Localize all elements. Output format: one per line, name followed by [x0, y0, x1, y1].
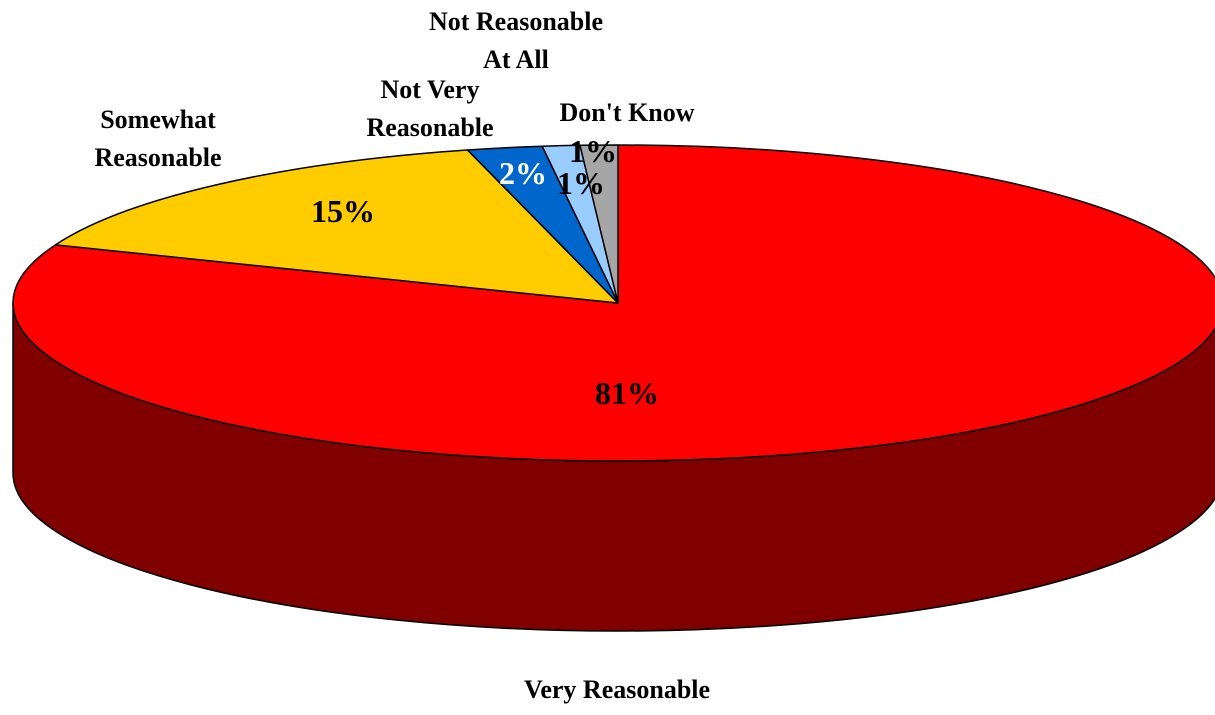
category-label-not-very-reasonable-line-2: Reasonable — [366, 113, 493, 142]
pie-slice-don-t-know — [579, 144, 619, 304]
value-label-don-t-know: 1% — [569, 133, 617, 169]
value-label-somewhat-reasonable: 15% — [311, 193, 375, 229]
value-label-not-very-reasonable: 2% — [499, 155, 547, 191]
category-label-don-t-know: Don't Know — [559, 98, 694, 127]
value-label-not-reasonable-at-all: 1% — [557, 165, 605, 201]
category-label-very-reasonable: Very Reasonable — [524, 675, 710, 704]
category-label-not-reasonable-at-all-line-1: Not Reasonable — [429, 7, 603, 36]
category-label-somewhat-reasonable-line-2: Reasonable — [94, 143, 221, 172]
pie-slices — [12, 144, 1215, 462]
category-label-not-reasonable-at-all-line-2: At All — [483, 45, 549, 74]
category-label-not-very-reasonable-line-1: Not Very — [381, 75, 480, 104]
category-label-somewhat-reasonable-line-1: Somewhat — [100, 105, 216, 134]
value-label-very-reasonable: 81% — [595, 375, 659, 411]
pie-slice-somewhat-reasonable — [54, 149, 619, 304]
